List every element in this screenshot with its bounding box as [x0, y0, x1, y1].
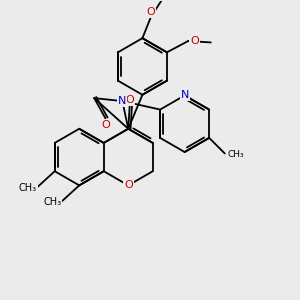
Text: O: O — [146, 7, 155, 17]
Text: CH₃: CH₃ — [19, 183, 37, 193]
Text: CH₃: CH₃ — [43, 197, 62, 207]
Text: O: O — [101, 120, 110, 130]
Text: O: O — [124, 180, 133, 190]
Text: O: O — [125, 95, 134, 106]
Text: N: N — [118, 96, 127, 106]
Text: CH₃: CH₃ — [228, 150, 244, 159]
Text: O: O — [190, 36, 199, 46]
Text: N: N — [181, 90, 189, 100]
